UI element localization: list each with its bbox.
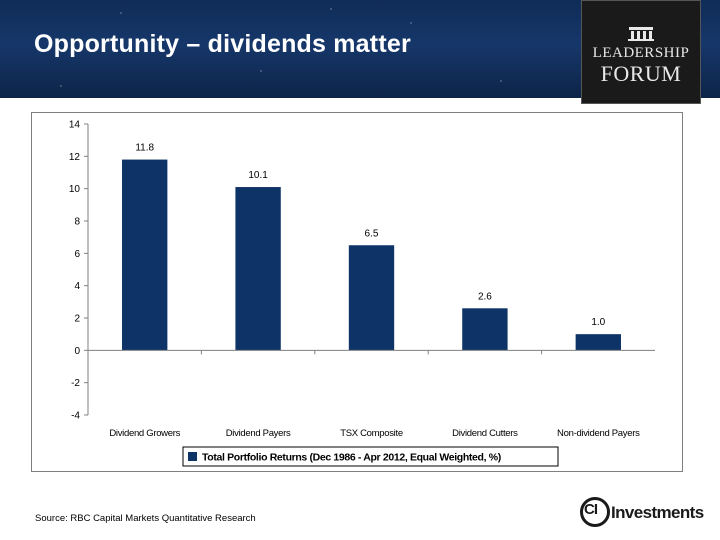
bar-dividend-payers <box>235 187 281 351</box>
data-label: 2.6 <box>478 291 492 302</box>
pillar-icon <box>628 27 654 41</box>
source-note: Source: RBC Capital Markets Quantitative… <box>35 513 256 524</box>
data-label: 6.5 <box>365 228 379 239</box>
y-tick-label: 10 <box>69 184 81 195</box>
legend: Total Portfolio Returns (Dec 1986 - Apr … <box>182 446 559 467</box>
y-tick-label: -4 <box>71 411 80 422</box>
legend-swatch <box>188 452 197 461</box>
y-tick-label: 12 <box>69 152 81 163</box>
y-tick-label: 8 <box>74 217 80 228</box>
ci-ring-icon <box>580 497 610 527</box>
slide-title: Opportunity – dividends matter <box>34 30 411 58</box>
bar-non-dividend-payers <box>575 334 621 351</box>
x-axis: Dividend Growers Dividend Payers TSX Compo… <box>88 349 655 439</box>
logo-line-2: FORUM <box>600 61 682 86</box>
y-tick-label: -2 <box>71 378 80 389</box>
data-label: 11.8 <box>135 143 154 154</box>
legend-label: Total Portfolio Returns (Dec 1986 - Apr … <box>202 452 501 464</box>
y-axis: -4 -2 0 2 4 6 8 10 12 14 <box>69 120 89 422</box>
bars <box>122 159 621 351</box>
data-label: 1.0 <box>591 317 605 328</box>
ci-wordmark: Investments <box>611 503 704 522</box>
data-labels: 11.8 10.1 6.5 2.6 1.0 <box>135 143 605 329</box>
x-tick-label: TSX Composite <box>340 428 403 439</box>
bar-tsx-composite <box>348 245 395 351</box>
leadership-forum-logo: LEADERSHIP FORUM <box>581 0 701 104</box>
logo-line-1: LEADERSHIP <box>592 45 690 61</box>
x-tick-label: Non-dividend Payers <box>557 428 640 439</box>
legend-box <box>182 446 559 467</box>
x-tick-label: Dividend Cutters <box>452 428 518 439</box>
ci-investments-logo: CI Investments <box>580 497 704 531</box>
data-label: 10.1 <box>248 170 268 181</box>
bar-dividend-cutters <box>462 308 508 351</box>
x-tick-label: Dividend Growers <box>109 428 180 439</box>
y-tick-label: 14 <box>69 120 81 131</box>
x-tick-label: Dividend Payers <box>226 428 291 439</box>
y-tick-label: 6 <box>74 249 80 260</box>
y-tick-label: 0 <box>74 346 80 357</box>
ci-mark: CI <box>584 501 598 518</box>
bar-dividend-growers <box>122 159 168 351</box>
y-tick-label: 2 <box>74 314 80 325</box>
y-tick-label: 4 <box>74 281 80 292</box>
